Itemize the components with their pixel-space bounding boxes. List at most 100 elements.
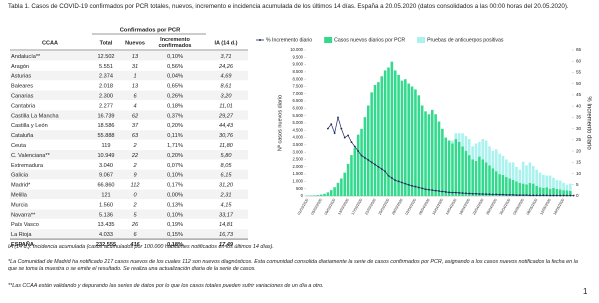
column-header: CCAA [42,40,58,46]
bar [380,76,384,196]
y-tick-label: 2.000 [293,164,304,169]
point [562,194,565,197]
table-cell: 0,65% [167,84,183,90]
point [370,161,373,164]
point [401,181,403,184]
y2-tick-label: 0 [576,193,579,198]
bar [505,159,508,178]
point [532,194,535,197]
table-cell: 3.040 [99,163,113,169]
table-cell: ESPAÑA [11,241,34,248]
bar [538,187,542,196]
row-band [10,169,248,180]
point [377,165,380,168]
title: Tabla 1. Casos de COVID-19 confirmados p… [8,3,569,10]
bar [323,193,326,196]
table-cell: 0,04% [167,74,183,80]
bar [548,188,552,196]
bar [542,174,545,188]
point [427,188,430,191]
point [465,192,467,195]
point [468,192,471,195]
table-cell: 18.586 [97,123,114,129]
point [505,193,508,196]
bar [471,159,474,196]
table-cell: 0,18% [167,103,183,109]
table-cell: Melilla [11,193,28,199]
table-cell: Galicia [11,173,29,179]
table-cell: 3,20 [221,94,233,100]
table-cell: 0 [133,193,137,199]
x-tick-label: 18/04/2020 [459,198,471,216]
x-tick-label: 08/05/2020 [526,198,538,216]
y-tick-label: 9.000 [293,62,304,67]
table-cell: 0,37% [167,113,183,119]
point [451,191,454,194]
bar [457,133,461,142]
row-band [10,70,248,81]
bar [501,174,505,196]
point [333,132,336,135]
table-cell: 0,17% [167,183,183,189]
bar [491,150,495,169]
point [326,127,329,130]
point [485,193,488,196]
row-band [10,229,248,239]
bar [417,95,421,196]
table-cell: Navarra** [11,212,36,218]
bar [494,149,498,172]
y-tick-label: 500 [296,186,304,191]
bar [558,180,562,190]
point [394,179,397,182]
bar [535,169,538,186]
legend-label: Casos nuevos diarios por PCR [334,37,405,43]
x-tick-label: 06/04/2020 [418,198,430,216]
table-cell: 0,20% [167,123,183,129]
table-cell: 6 [133,94,137,100]
point [471,192,474,195]
table-cell: 3,71 [221,54,232,60]
x-tick-label: 16/05/2020 [553,198,565,216]
bar [393,70,397,196]
table-cell: 0,10% [167,212,183,218]
point [340,127,343,130]
point [566,194,568,197]
table-cell: 119 [102,143,111,149]
point [508,193,511,196]
y-tick-label: 6.500 [293,98,304,103]
bar [488,146,491,166]
table-cell: 31,20 [219,183,234,189]
table-cell: 44,43 [219,123,234,129]
table-cell: 30,76 [219,133,234,139]
table-cell: 11,80 [219,143,233,149]
point [444,191,447,193]
x-tick-label: 13/03/2020 [337,198,349,216]
table-cell: 0,10% [167,54,183,60]
page-number: 1 [583,287,588,296]
y-tick-label: 4.500 [293,127,304,132]
point [347,134,349,137]
bar [535,185,538,196]
point [481,193,484,195]
bar [420,105,424,196]
x-tick-label: 02/04/2020 [405,198,417,216]
x-tick-label: 10/04/2020 [432,198,444,216]
table-cell: Asturias [11,74,31,80]
x-tick-label: 09/03/2020 [324,198,336,216]
table-cell: 1.560 [99,202,113,208]
bar [434,114,437,196]
y-tick-label: 8.500 [293,69,304,74]
y2-tick-label: 30 [576,126,582,131]
point [542,194,545,197]
x-tick-label: 04/05/2020 [512,198,524,216]
table-cell: 9.067 [99,173,113,179]
point [545,194,548,197]
table-cell: Canarias [11,94,34,100]
table-cell: 0,19% [167,222,183,228]
table-cell: 17,49 [219,242,234,248]
table-cell: 0,13% [167,202,183,208]
point [414,185,417,188]
bar [360,128,363,196]
table-cell: 0,00% [167,193,183,199]
bar [525,184,528,196]
